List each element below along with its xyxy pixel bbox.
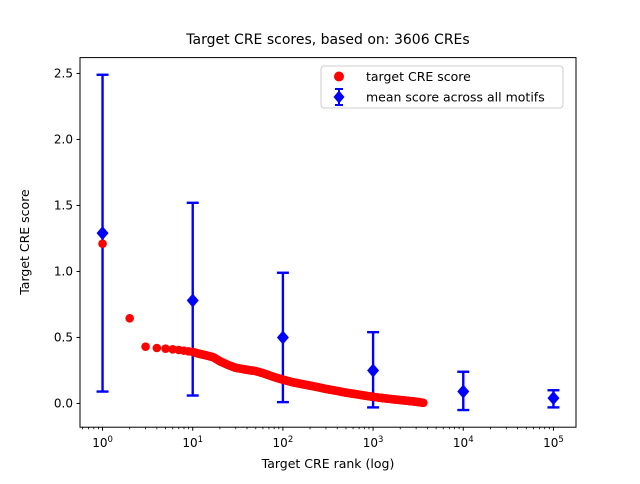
- x-tick-label: 101: [182, 435, 203, 450]
- legend-label-target-score: target CRE score: [366, 69, 471, 84]
- legend: target CRE score mean score across all m…: [320, 65, 564, 109]
- mean-diamonds-layer: [96, 226, 560, 406]
- y-tick-label: 0.0: [54, 397, 73, 411]
- target-score-point: [98, 239, 107, 249]
- target-score-scatter-layer: [98, 239, 428, 408]
- x-tick-label: 102: [273, 435, 294, 450]
- mean-errorbars-layer: [96, 73, 560, 412]
- axis-ticks-layer: 0.0 0.5 1.0 1.5 2.0 2.5 100 101 102 103 104 105: [54, 67, 564, 450]
- legend-item-mean-score: mean score across all motifs: [333, 88, 545, 106]
- y-tick-label: 2.0: [54, 133, 73, 147]
- target-score-point: [419, 398, 428, 408]
- legend-circle-marker-icon: [334, 71, 344, 82]
- mean-diamond-marker: [276, 330, 289, 345]
- mean-diamond-marker: [367, 363, 380, 378]
- legend-label-mean-score: mean score across all motifs: [366, 90, 545, 105]
- mean-diamond-marker: [457, 384, 470, 399]
- y-axis-label: Target CRE score: [17, 189, 32, 296]
- plot-frame: [79, 57, 577, 428]
- legend-diamond-marker-icon: [333, 90, 345, 104]
- mean-diamond-marker: [186, 293, 199, 308]
- y-tick-label: 2.5: [54, 67, 73, 81]
- target-score-point: [152, 343, 162, 353]
- target-score-point: [125, 314, 134, 323]
- legend-item-target-score: target CRE score: [334, 69, 471, 84]
- y-tick-label: 0.5: [54, 331, 73, 345]
- legend-box: [320, 65, 564, 109]
- target-score-point: [141, 342, 150, 351]
- x-tick-label: 100: [92, 435, 113, 450]
- y-tick-label: 1.5: [54, 199, 73, 213]
- mean-diamond-marker: [547, 391, 560, 406]
- mean-diamond-marker: [96, 226, 109, 241]
- target-score-point: [161, 344, 170, 353]
- x-axis-label: Target CRE rank (log): [261, 456, 395, 471]
- y-tick-label: 1.0: [54, 265, 73, 279]
- x-tick-label: 105: [543, 435, 564, 450]
- x-tick-label: 104: [453, 435, 474, 450]
- chart-title: Target CRE scores, based on: 3606 CREs: [185, 32, 469, 48]
- x-tick-label: 103: [363, 435, 384, 450]
